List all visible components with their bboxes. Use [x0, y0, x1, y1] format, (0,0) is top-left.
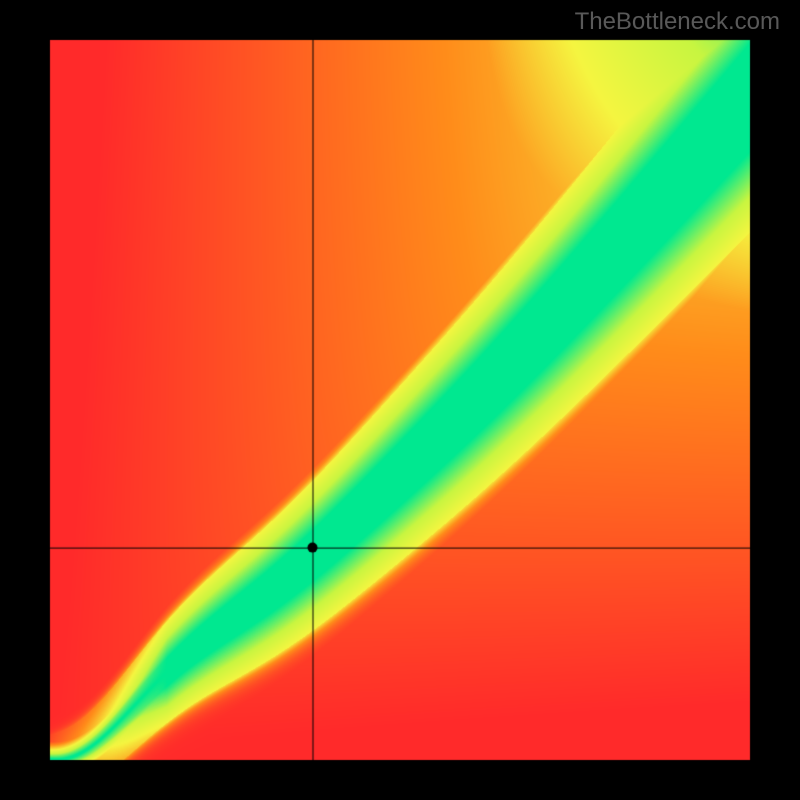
chart-container: TheBottleneck.com: [0, 0, 800, 800]
heatmap-canvas: [0, 0, 800, 800]
watermark-text: TheBottleneck.com: [575, 8, 780, 36]
